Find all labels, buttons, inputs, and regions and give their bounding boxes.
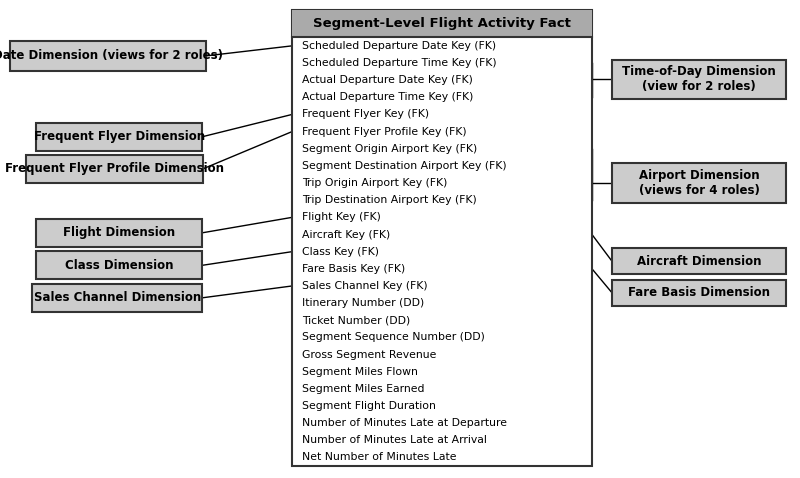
FancyBboxPatch shape xyxy=(36,251,202,279)
FancyBboxPatch shape xyxy=(10,41,206,71)
Text: Class Dimension: Class Dimension xyxy=(65,259,174,272)
FancyBboxPatch shape xyxy=(612,60,786,99)
Text: Frequent Flyer Profile Key (FK): Frequent Flyer Profile Key (FK) xyxy=(302,127,466,137)
Text: Gross Segment Revenue: Gross Segment Revenue xyxy=(302,349,436,359)
Text: Itinerary Number (DD): Itinerary Number (DD) xyxy=(302,298,424,308)
Text: Date Dimension (views for 2 roles): Date Dimension (views for 2 roles) xyxy=(0,49,222,63)
Text: Frequent Flyer Key (FK): Frequent Flyer Key (FK) xyxy=(302,109,429,120)
FancyBboxPatch shape xyxy=(36,123,202,151)
Text: Time-of-Day Dimension
(view for 2 roles): Time-of-Day Dimension (view for 2 roles) xyxy=(622,65,776,93)
Text: Class Key (FK): Class Key (FK) xyxy=(302,247,378,257)
FancyBboxPatch shape xyxy=(612,163,786,203)
Text: Airport Dimension
(views for 4 roles): Airport Dimension (views for 4 roles) xyxy=(638,169,760,197)
FancyBboxPatch shape xyxy=(32,284,202,312)
Text: Segment Origin Airport Key (FK): Segment Origin Airport Key (FK) xyxy=(302,144,477,154)
Text: Aircraft Dimension: Aircraft Dimension xyxy=(637,255,762,268)
Text: Sales Channel Dimension: Sales Channel Dimension xyxy=(34,291,201,304)
Text: Flight Dimension: Flight Dimension xyxy=(63,226,175,239)
FancyBboxPatch shape xyxy=(292,10,592,37)
Text: Flight Key (FK): Flight Key (FK) xyxy=(302,212,381,222)
Text: Aircraft Key (FK): Aircraft Key (FK) xyxy=(302,229,390,239)
Text: Ticket Number (DD): Ticket Number (DD) xyxy=(302,315,410,325)
FancyBboxPatch shape xyxy=(612,248,786,274)
Text: Scheduled Departure Time Key (FK): Scheduled Departure Time Key (FK) xyxy=(302,58,496,68)
Text: Frequent Flyer Profile Dimension: Frequent Flyer Profile Dimension xyxy=(5,162,224,175)
FancyBboxPatch shape xyxy=(26,155,203,183)
Text: Scheduled Departure Date Key (FK): Scheduled Departure Date Key (FK) xyxy=(302,41,496,51)
Text: Segment-Level Flight Activity Fact: Segment-Level Flight Activity Fact xyxy=(313,17,571,30)
Text: Segment Miles Flown: Segment Miles Flown xyxy=(302,367,418,377)
Text: Segment Flight Duration: Segment Flight Duration xyxy=(302,401,435,411)
Text: Segment Sequence Number (DD): Segment Sequence Number (DD) xyxy=(302,332,485,342)
Text: Sales Channel Key (FK): Sales Channel Key (FK) xyxy=(302,281,427,291)
Text: Actual Departure Time Key (FK): Actual Departure Time Key (FK) xyxy=(302,92,473,102)
FancyBboxPatch shape xyxy=(612,280,786,306)
Text: Segment Miles Earned: Segment Miles Earned xyxy=(302,384,424,394)
Text: Number of Minutes Late at Arrival: Number of Minutes Late at Arrival xyxy=(302,435,486,445)
Text: Fare Basis Dimension: Fare Basis Dimension xyxy=(628,286,770,299)
Text: Frequent Flyer Dimension: Frequent Flyer Dimension xyxy=(34,130,205,143)
Text: Trip Origin Airport Key (FK): Trip Origin Airport Key (FK) xyxy=(302,178,447,188)
Text: Segment Destination Airport Key (FK): Segment Destination Airport Key (FK) xyxy=(302,161,506,171)
Text: Net Number of Minutes Late: Net Number of Minutes Late xyxy=(302,453,456,463)
FancyBboxPatch shape xyxy=(292,10,592,466)
FancyBboxPatch shape xyxy=(36,219,202,247)
Text: Actual Departure Date Key (FK): Actual Departure Date Key (FK) xyxy=(302,75,473,85)
Text: Trip Destination Airport Key (FK): Trip Destination Airport Key (FK) xyxy=(302,195,476,205)
Text: Fare Basis Key (FK): Fare Basis Key (FK) xyxy=(302,264,405,274)
Text: Number of Minutes Late at Departure: Number of Minutes Late at Departure xyxy=(302,418,506,428)
